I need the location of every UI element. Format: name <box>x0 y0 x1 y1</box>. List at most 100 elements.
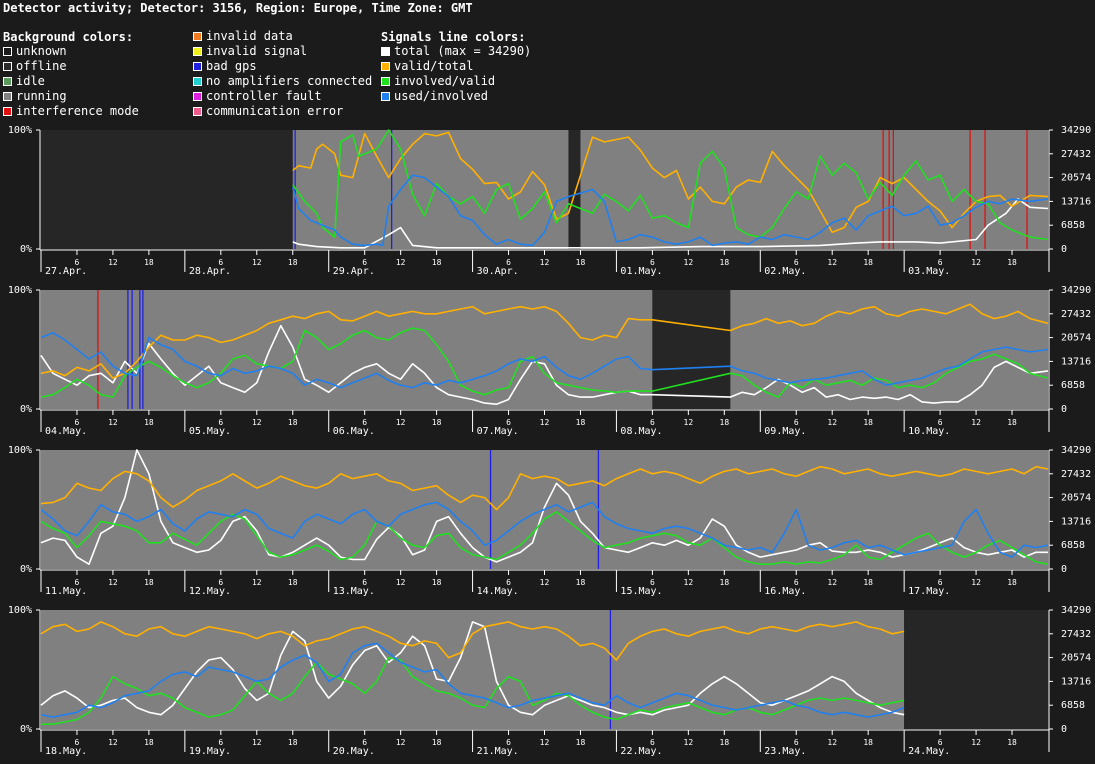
hour-label: 18 <box>432 738 442 747</box>
day-label: 05.May. <box>189 426 231 437</box>
series-line-total <box>40 621 905 716</box>
hour-label: 6 <box>794 258 799 267</box>
right-axis-label: 27432 <box>1061 469 1091 480</box>
hour-label: 18 <box>720 258 730 267</box>
day-label: 03.May. <box>908 266 950 277</box>
color-swatch <box>381 62 390 71</box>
hour-label: 6 <box>506 578 511 587</box>
day-label: 15.May. <box>620 586 662 597</box>
hour-label: 6 <box>362 418 367 427</box>
hour-label: 18 <box>144 578 154 587</box>
hour-label: 12 <box>971 258 981 267</box>
hour-label: 12 <box>252 738 262 747</box>
hour-label: 12 <box>540 258 550 267</box>
signal-legend-item: involved/valid <box>381 74 495 89</box>
day-label: 29.Apr. <box>333 266 375 277</box>
left-axis-label: 0% <box>20 244 32 255</box>
day-label: 07.May. <box>477 426 519 437</box>
hour-label: 18 <box>432 418 442 427</box>
hour-label: 12 <box>540 738 550 747</box>
signal-legend-item: total (max = 34290) <box>381 44 531 59</box>
color-swatch <box>3 92 12 101</box>
right-axis-label: 20574 <box>1061 333 1091 344</box>
color-swatch <box>3 107 12 116</box>
hour-label: 6 <box>794 418 799 427</box>
series-line-involved-valid <box>40 327 1049 398</box>
right-axis-label: 13716 <box>1061 516 1091 527</box>
right-axis-label: 27432 <box>1061 309 1091 320</box>
state-segment-running <box>292 130 569 249</box>
background-legend-item: idle <box>3 74 45 89</box>
background-legend-label: invalid data <box>206 29 293 43</box>
hour-label: 12 <box>827 578 837 587</box>
color-swatch <box>193 92 202 101</box>
hour-label: 6 <box>218 258 223 267</box>
hour-label: 6 <box>75 738 80 747</box>
hour-label: 12 <box>396 418 406 427</box>
hour-label: 18 <box>1007 418 1017 427</box>
background-legend-item: communication error <box>193 104 343 119</box>
series-line-used-involved <box>40 642 905 718</box>
hour-label: 18 <box>863 418 873 427</box>
hour-label: 6 <box>938 258 943 267</box>
hour-label: 12 <box>684 258 694 267</box>
hour-label: 12 <box>684 578 694 587</box>
hour-label: 6 <box>938 418 943 427</box>
background-legend-item: offline <box>3 59 67 74</box>
right-axis-label: 27432 <box>1061 629 1091 640</box>
hour-label: 6 <box>506 738 511 747</box>
hour-label: 18 <box>576 258 586 267</box>
left-axis-label: 100% <box>8 125 32 136</box>
state-segment-unknown <box>904 610 1048 729</box>
day-label: 01.May. <box>620 266 662 277</box>
color-swatch <box>3 47 12 56</box>
left-axis-label: 0% <box>20 724 32 735</box>
hour-label: 12 <box>971 418 981 427</box>
hour-label: 12 <box>108 258 118 267</box>
hour-label: 18 <box>144 418 154 427</box>
hour-label: 12 <box>971 738 981 747</box>
color-swatch <box>193 62 202 71</box>
day-label: 12.May. <box>189 586 231 597</box>
hour-label: 12 <box>827 418 837 427</box>
day-label: 08.May. <box>620 426 662 437</box>
hour-label: 6 <box>362 258 367 267</box>
right-axis-label: 0 <box>1061 724 1067 735</box>
day-label: 19.May. <box>189 746 231 757</box>
day-label: 30.Apr. <box>477 266 519 277</box>
hour-label: 18 <box>288 738 298 747</box>
hour-label: 18 <box>288 578 298 587</box>
background-legend-label: running <box>16 89 67 103</box>
hour-label: 6 <box>938 578 943 587</box>
left-axis-label: 0% <box>20 404 32 415</box>
hour-label: 12 <box>108 578 118 587</box>
signal-legend-label: involved/valid <box>394 74 496 88</box>
hour-label: 6 <box>938 738 943 747</box>
hour-label: 18 <box>1007 738 1017 747</box>
hour-label: 18 <box>720 738 730 747</box>
hour-label: 12 <box>252 258 262 267</box>
background-legend-label: interference mode <box>16 104 139 118</box>
series-line-used-involved <box>40 501 1049 558</box>
color-swatch <box>381 47 390 56</box>
right-axis-label: 13716 <box>1061 356 1091 367</box>
right-axis-label: 34290 <box>1061 125 1091 136</box>
series-line-involved-valid <box>41 656 905 725</box>
state-segment-offline <box>652 290 731 409</box>
background-legend-label: idle <box>16 74 45 88</box>
color-swatch <box>193 107 202 116</box>
background-legend-item: bad gps <box>193 59 257 74</box>
day-label: 23.May. <box>764 746 806 757</box>
hour-label: 6 <box>75 418 80 427</box>
background-legend-label: unknown <box>16 44 67 58</box>
state-segment-running <box>580 130 1048 249</box>
day-label: 09.May. <box>764 426 806 437</box>
day-label: 14.May. <box>477 586 519 597</box>
hour-label: 12 <box>540 578 550 587</box>
day-label: 20.May. <box>333 746 375 757</box>
state-segment-unknown <box>41 130 293 249</box>
hour-label: 18 <box>144 258 154 267</box>
series-line-valid-total <box>40 621 905 661</box>
background-legend-label: bad gps <box>206 59 257 73</box>
